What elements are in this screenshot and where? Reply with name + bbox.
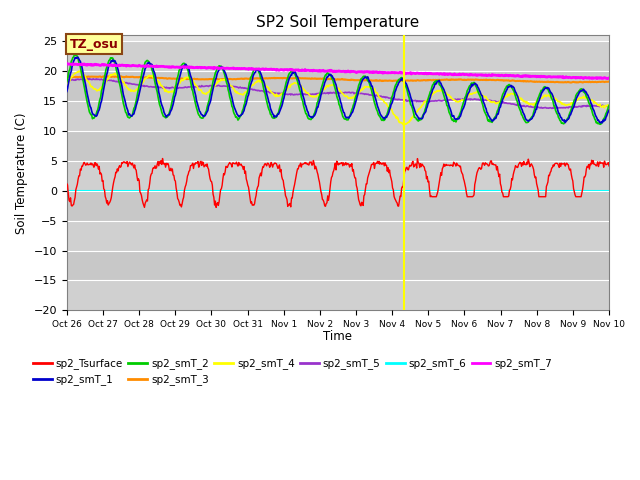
sp2_Tsurface [184,171,192,177]
sp2_Tsurface [212,204,220,210]
sp2_smT_4 [129,88,137,94]
sp2_smT_5 [86,76,93,82]
Bar [67,41,609,71]
sp2_smT_4 [405,119,413,125]
sp2_smT_2 [404,93,412,98]
sp2_smT_7 [63,60,70,66]
Line: sp2_smT_7: sp2_smT_7 [67,63,609,79]
sp2_smT_5 [213,83,221,89]
Bar [67,131,609,161]
sp2_smT_2 [420,110,428,116]
sp2_smT_7 [212,65,220,71]
sp2_smT_1 [420,111,428,117]
sp2_smT_6 [420,188,428,193]
sp2_smT_5 [63,78,70,84]
sp2_Tsurface [63,181,70,187]
Title: SP2 Soil Temperature: SP2 Soil Temperature [256,15,419,30]
sp2_Tsurface [129,160,136,166]
sp2_smT_4 [184,74,192,80]
sp2_smT_5 [605,104,613,109]
sp2_Tsurface [605,163,613,169]
sp2_smT_6 [605,188,613,193]
Bar [67,161,609,191]
sp2_smT_6 [63,188,70,193]
sp2_smT_2 [63,79,70,84]
Line: sp2_smT_3: sp2_smT_3 [67,76,609,83]
sp2_Tsurface [159,156,166,161]
sp2_Tsurface [405,164,413,170]
X-axis label: Time: Time [323,330,353,343]
Legend: sp2_Tsurface, sp2_smT_1, sp2_smT_2, sp2_smT_3, sp2_smT_4, sp2_smT_5, sp2_smT_6, : sp2_Tsurface, sp2_smT_1, sp2_smT_2, sp2_… [29,354,557,389]
sp2_smT_2 [74,54,81,60]
sp2_smT_7 [184,65,191,71]
sp2_smT_7 [73,61,81,67]
sp2_smT_6 [73,188,81,193]
sp2_smT_6 [404,188,412,193]
sp2_smT_4 [63,83,70,89]
sp2_smT_4 [421,99,429,105]
sp2_smT_1 [404,87,412,93]
sp2_Tsurface [73,184,81,190]
Bar [67,280,609,310]
sp2_smT_1 [597,120,605,126]
Bar [67,221,609,251]
sp2_smT_6 [129,188,136,193]
sp2_smT_1 [63,89,70,95]
sp2_smT_4 [75,68,83,74]
Line: sp2_Tsurface: sp2_Tsurface [67,158,609,207]
sp2_smT_3 [129,74,137,80]
sp2_smT_3 [404,78,412,84]
sp2_smT_1 [73,55,81,61]
Y-axis label: Soil Temperature (C): Soil Temperature (C) [15,112,28,234]
sp2_smT_1 [213,72,221,78]
sp2_smT_3 [566,80,574,85]
sp2_smT_5 [548,106,556,111]
Bar [67,71,609,101]
Bar [67,191,609,221]
Bar [67,101,609,131]
sp2_smT_4 [400,123,408,129]
sp2_smT_4 [73,70,81,75]
sp2_smT_5 [184,84,192,90]
sp2_smT_6 [212,188,220,193]
sp2_smT_5 [420,98,428,104]
sp2_smT_2 [184,68,192,74]
sp2_smT_3 [73,74,81,80]
Line: sp2_smT_2: sp2_smT_2 [67,55,609,124]
sp2_smT_5 [404,98,412,104]
sp2_smT_7 [420,71,428,76]
sp2_smT_1 [74,54,81,60]
sp2_smT_2 [605,103,613,108]
sp2_smT_4 [213,79,221,85]
sp2_smT_3 [420,77,428,83]
sp2_smT_3 [104,73,111,79]
sp2_smT_3 [213,76,221,82]
sp2_Tsurface [421,168,429,173]
sp2_smT_7 [605,75,613,81]
Line: sp2_smT_1: sp2_smT_1 [67,57,609,123]
sp2_smT_6 [184,188,191,193]
sp2_smT_3 [184,76,192,82]
sp2_smT_5 [73,77,81,83]
Text: TZ_osu: TZ_osu [70,38,118,51]
sp2_smT_4 [605,102,613,108]
sp2_smT_2 [70,52,78,58]
Bar [67,251,609,280]
sp2_smT_2 [213,67,221,72]
sp2_smT_2 [129,108,137,114]
sp2_smT_1 [605,107,613,113]
sp2_smT_1 [129,111,137,117]
sp2_smT_3 [63,74,70,80]
Line: sp2_smT_5: sp2_smT_5 [67,79,609,108]
sp2_Tsurface [214,200,221,205]
sp2_smT_3 [605,79,613,84]
sp2_smT_7 [604,76,611,82]
sp2_smT_7 [129,62,136,68]
sp2_smT_1 [184,64,192,70]
sp2_smT_7 [404,70,412,76]
sp2_smT_5 [129,81,137,87]
sp2_smT_2 [597,121,605,127]
Line: sp2_smT_4: sp2_smT_4 [67,71,609,126]
